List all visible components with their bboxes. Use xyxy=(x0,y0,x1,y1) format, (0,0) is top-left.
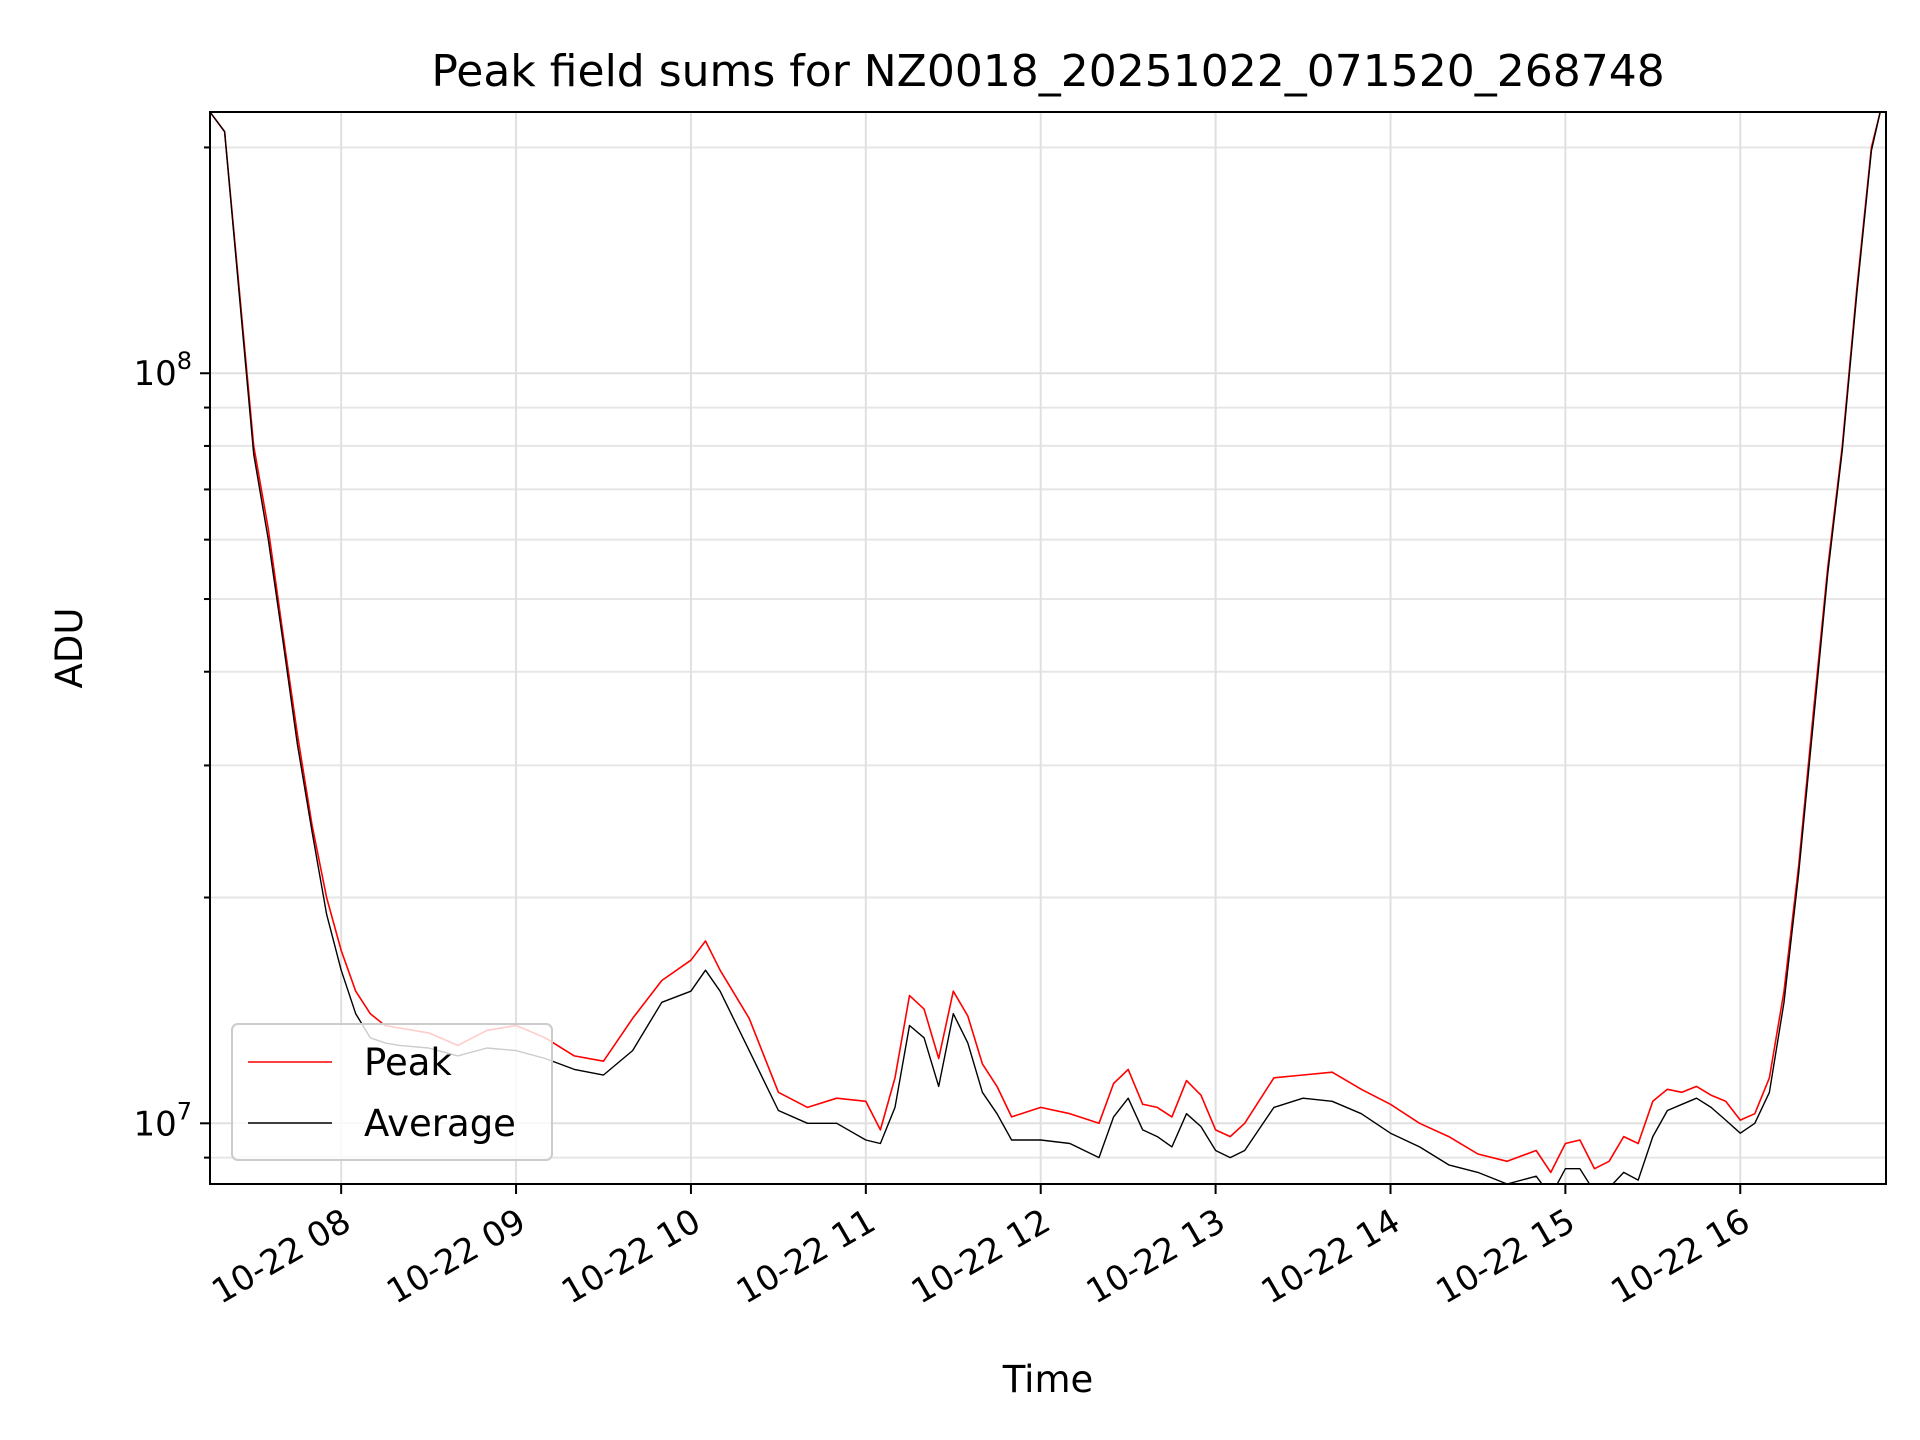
legend: Peak Average xyxy=(231,1023,553,1161)
legend-box xyxy=(231,1023,553,1161)
plot-area xyxy=(210,112,1886,1184)
y-tick-label-exponent: 8 xyxy=(177,347,192,375)
x-axis-label: Time xyxy=(1002,1358,1094,1401)
legend-label-peak: Peak xyxy=(364,1041,452,1084)
grid xyxy=(210,112,1886,1184)
y-tick-label-exponent: 7 xyxy=(177,1097,192,1125)
y-tick-label-base: 10 xyxy=(133,354,176,394)
chart-title: Peak field sums for NZ0018_20251022_0715… xyxy=(431,46,1664,97)
y-tick-label-base: 10 xyxy=(133,1104,176,1144)
y-tick-label: 108 xyxy=(133,347,192,394)
legend-label-average: Average xyxy=(364,1102,516,1145)
y-axis-label: ADU xyxy=(48,608,91,689)
y-tick-label: 107 xyxy=(133,1097,192,1144)
plot-frame xyxy=(209,111,1887,1185)
